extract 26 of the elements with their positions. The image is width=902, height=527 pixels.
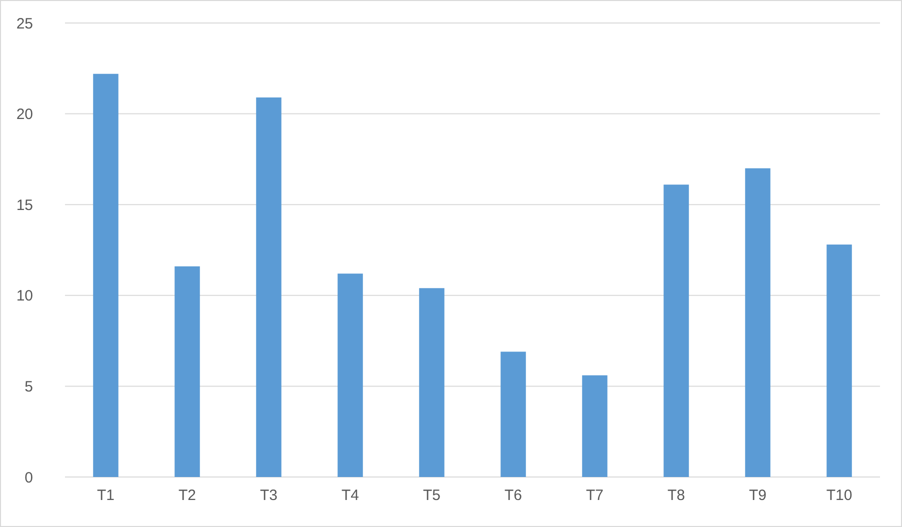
y-tick-label: 20 [16, 106, 33, 124]
bar [500, 352, 526, 477]
bar [174, 266, 200, 477]
x-tick-label: T10 [826, 487, 852, 504]
x-tick-label: T3 [260, 487, 278, 504]
y-tick-label: 15 [16, 196, 33, 214]
y-tick-label: 25 [16, 15, 33, 32]
bar [256, 97, 282, 477]
y-tick-label: 5 [24, 378, 33, 396]
y-tick-label: 0 [24, 469, 33, 486]
bar [745, 168, 770, 477]
x-tick-label: T2 [178, 487, 196, 504]
x-tick-label: T5 [422, 487, 441, 504]
bar [338, 274, 363, 477]
bar [582, 375, 608, 477]
x-tick-label: T7 [586, 487, 604, 504]
bar [664, 184, 689, 477]
x-tick-label: T6 [504, 487, 522, 504]
x-tick-label: T1 [96, 487, 115, 504]
bar [93, 74, 118, 477]
bar [826, 244, 852, 477]
x-tick-label: T9 [748, 487, 767, 504]
bar [419, 288, 444, 477]
y-tick-label: 10 [16, 288, 33, 305]
x-tick-label: T8 [667, 487, 686, 504]
x-tick-label: T4 [341, 487, 360, 504]
